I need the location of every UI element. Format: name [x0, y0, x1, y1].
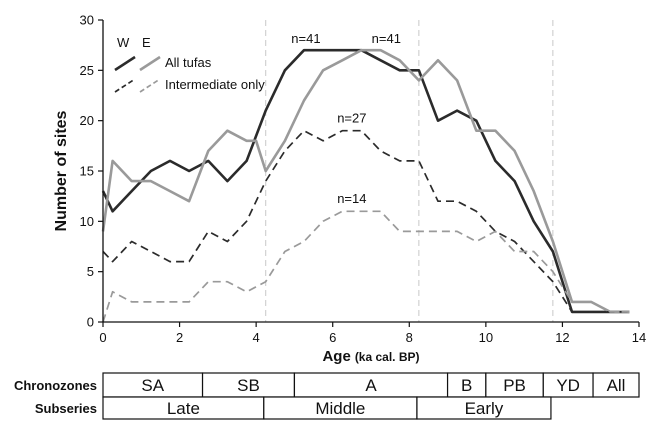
annotation-all_e: n=41 — [372, 31, 401, 46]
legend-swatch-int-e — [139, 78, 161, 93]
x-tick-label: 2 — [176, 330, 183, 345]
chronozone-segment-box — [293, 372, 449, 398]
y-axis-title: Number of sites — [53, 110, 70, 231]
legend-label-all-tufas: All tufas — [165, 55, 212, 70]
x-tick-label: 6 — [329, 330, 336, 345]
legend-swatch-int-w — [114, 78, 136, 93]
annotation-all_w: n=41 — [291, 31, 320, 46]
chronozone-segment-label: PB — [503, 376, 526, 395]
x-axis-title-main: Age — [322, 348, 350, 365]
annotation-int_e: n=14 — [337, 191, 366, 206]
reference-lines — [265, 20, 554, 322]
legend-header-w: W — [117, 35, 130, 50]
x-tick-label: 0 — [99, 330, 106, 345]
annotation-int_w: n=27 — [337, 111, 366, 126]
legend-header-e: E — [142, 35, 151, 50]
chronozone-segment-box — [102, 372, 204, 398]
chronozone-segment-box — [446, 372, 487, 398]
tick-labels: 0 5 10 15 20 25 30 0 2 4 6 8 10 12 14 — [80, 13, 646, 346]
y-tick-label: 20 — [80, 113, 94, 128]
legend: W E All tufas Intermediate only — [114, 35, 265, 93]
y-tick-label: 0 — [87, 315, 94, 330]
subseries-segment-box — [416, 396, 552, 420]
chronozone-segment-label: All — [607, 376, 626, 395]
series-line-int_w — [102, 129, 630, 313]
chronozone-segment-label: B — [461, 376, 472, 395]
chronozone-segment-box — [485, 372, 544, 398]
subseries-row-label: Subseries — [35, 401, 97, 416]
subseries-segment-label: Early — [465, 399, 504, 418]
chronozone-row-label: Chronozones — [14, 378, 97, 393]
series-line-all_e — [101, 48, 630, 314]
y-tick-label: 15 — [80, 164, 94, 179]
chronology-bands: Chronozones SA SB A B PB YD All Subseries Late Mid… — [14, 372, 640, 420]
x-axis-title: Age (ka cal. BP) — [322, 348, 419, 365]
legend-label-intermediate: Intermediate only — [165, 77, 265, 92]
x-axis-title-unit: (ka cal. BP) — [355, 350, 420, 364]
y-tick-label: 10 — [80, 214, 94, 229]
series-line-int_e — [102, 210, 630, 323]
chronozone-segment-box — [592, 372, 640, 398]
series-lines — [101, 48, 630, 323]
y-tick-label: 30 — [80, 13, 94, 28]
axes — [98, 19, 640, 327]
chronozone-segment-box — [542, 372, 594, 398]
x-tick-label: 12 — [555, 330, 569, 345]
x-tick-label: 4 — [253, 330, 260, 345]
legend-swatch-all-e — [139, 55, 161, 72]
chronozone-segment-label: YD — [556, 376, 580, 395]
chronozone-segment-label: A — [365, 376, 377, 395]
annotations: n=41 n=41 n=27 n=14 — [291, 31, 401, 206]
subseries-segment-label: Middle — [315, 399, 365, 418]
x-tick-label: 10 — [479, 330, 493, 345]
y-tick-label: 25 — [80, 63, 94, 78]
y-tick-label: 5 — [87, 264, 94, 279]
chronozone-segment-label: SB — [237, 376, 260, 395]
subseries-segment-label: Late — [167, 399, 200, 418]
x-tick-label: 14 — [632, 330, 646, 345]
chronozone-segment-label: SA — [141, 376, 164, 395]
legend-swatch-all-w — [114, 55, 136, 72]
x-tick-label: 8 — [406, 330, 413, 345]
